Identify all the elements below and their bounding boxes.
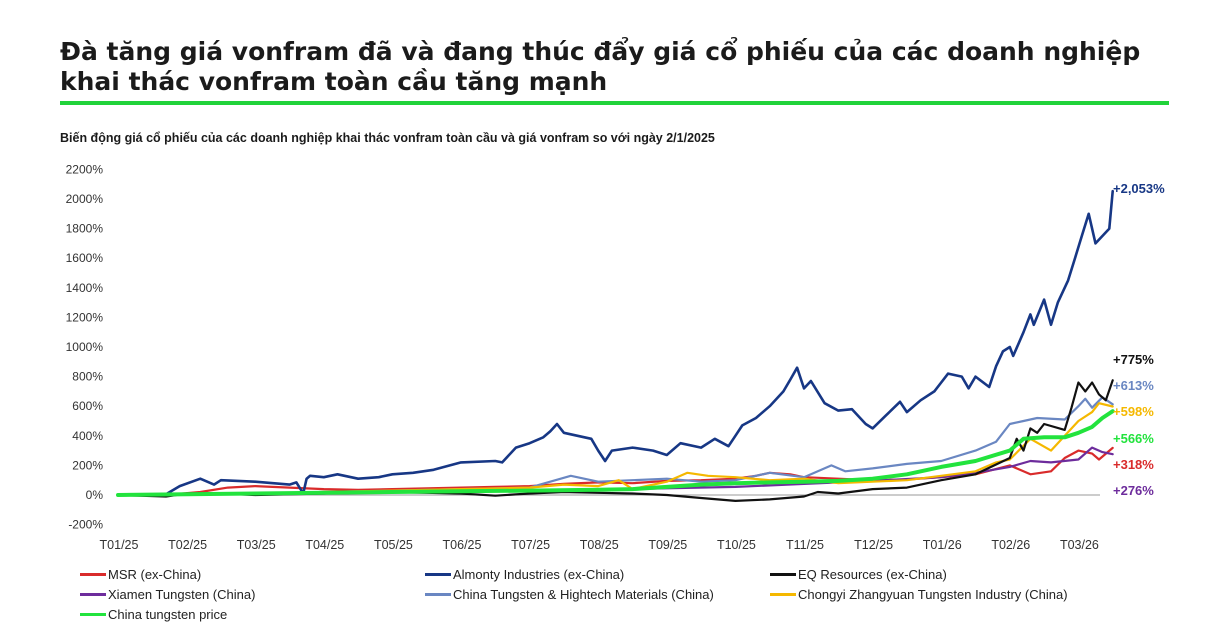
x-tick-label: T07/25 xyxy=(511,538,550,552)
y-tick-label: 1600% xyxy=(66,251,104,265)
y-tick-label: 400% xyxy=(72,429,103,443)
series-end-label-6: +566% xyxy=(1113,431,1154,446)
y-axis: -200% 0% 200% 400% 600% 800% 1000% 1200% 1400% 16… xyxy=(66,162,104,531)
legend-label: China Tungsten & Hightech Materials (Chi… xyxy=(453,586,714,602)
y-tick-label: 600% xyxy=(72,399,103,413)
legend-label: Xiamen Tungsten (China) xyxy=(108,586,256,602)
series-end-label-4: +613% xyxy=(1113,378,1154,393)
legend-label: MSR (ex-China) xyxy=(108,566,202,582)
x-tick-label: T10/25 xyxy=(717,538,756,552)
legend-item: Chongyi Zhangyuan Tungsten Industry (Chi… xyxy=(770,585,1068,603)
legend-label: EQ Resources (ex-China) xyxy=(798,566,947,582)
legend-item: Almonty Industries (ex-China) xyxy=(425,565,624,583)
x-tick-label: T11/25 xyxy=(786,538,824,552)
y-tick-label: 2200% xyxy=(66,162,104,176)
series-end-label-5: +598% xyxy=(1113,404,1154,419)
legend-swatch xyxy=(770,592,796,596)
series-line-1 xyxy=(116,189,1114,497)
legend-item: MSR (ex-China) xyxy=(80,565,201,583)
x-tick-label: T09/25 xyxy=(648,538,687,552)
legend-swatch xyxy=(80,612,106,616)
y-tick-label: 800% xyxy=(72,370,103,384)
end-labels: +318% +2,053% +775% +276% +613% +598% +566% xyxy=(1113,181,1165,498)
page-title: Đà tăng giá vonfram đã và đang thúc đẩy … xyxy=(60,37,1141,96)
legend-swatch xyxy=(80,572,106,576)
series-end-label-0: +318% xyxy=(1113,457,1154,472)
x-axis: T01/25 T02/25 T03/25 T04/25 T05/25 T06/25 T07/… xyxy=(100,494,1100,552)
x-tick-label: T04/25 xyxy=(305,538,344,552)
y-tick-label: 0% xyxy=(86,488,104,502)
legend-label: Almonty Industries (ex-China) xyxy=(453,566,625,582)
series-end-label-3: +276% xyxy=(1113,483,1154,498)
x-tick-label: T03/25 xyxy=(237,538,276,552)
y-tick-label: 1000% xyxy=(66,340,104,354)
x-tick-label: T02/26 xyxy=(991,538,1030,552)
legend-label: China tungsten price xyxy=(108,606,228,622)
legend-swatch xyxy=(425,592,451,596)
y-tick-label: 1200% xyxy=(66,310,104,324)
y-tick-label: 1800% xyxy=(66,222,104,236)
title-underline xyxy=(60,101,1169,105)
chart-subtitle: Biến động giá cổ phiếu của các doanh ngh… xyxy=(60,131,715,145)
legend-swatch xyxy=(425,572,451,576)
legend-item: Xiamen Tungsten (China) xyxy=(80,585,255,603)
x-tick-label: T05/25 xyxy=(374,538,413,552)
y-tick-label: 2000% xyxy=(66,192,104,206)
legend-item: China tungsten price xyxy=(80,605,227,623)
legend-item: EQ Resources (ex-China) xyxy=(770,565,947,583)
legend-label: Chongyi Zhangyuan Tungsten Industry (Chi… xyxy=(798,586,1068,602)
legend-item: China Tungsten & Hightech Materials (Chi… xyxy=(425,585,714,603)
series-line-0 xyxy=(116,446,1114,497)
x-tick-label: T06/25 xyxy=(443,538,482,552)
x-tick-label: T03/26 xyxy=(1060,538,1099,552)
y-tick-label: -200% xyxy=(68,518,103,532)
x-tick-label: T08/25 xyxy=(580,538,619,552)
x-tick-label: T02/25 xyxy=(168,538,207,552)
series-end-label-1: +2,053% xyxy=(1113,181,1165,196)
chart-legend: MSR (ex-China) Almonty Industries (ex-Chi… xyxy=(80,565,1190,625)
legend-swatch xyxy=(770,572,796,576)
x-tick-label: T01/26 xyxy=(923,538,962,552)
y-tick-label: 200% xyxy=(72,458,103,472)
series-lines xyxy=(116,189,1115,502)
series-end-label-2: +775% xyxy=(1113,352,1154,367)
line-chart: -200% 0% 200% 400% 600% 800% 1000% 1200% 1400% 16… xyxy=(66,162,1165,552)
y-tick-label: 1400% xyxy=(66,281,104,295)
x-tick-label: T01/25 xyxy=(100,538,139,552)
legend-swatch xyxy=(80,592,106,596)
x-tick-label: T12/25 xyxy=(854,538,893,552)
series-line-5 xyxy=(116,402,1114,497)
series-line-6 xyxy=(116,409,1115,497)
